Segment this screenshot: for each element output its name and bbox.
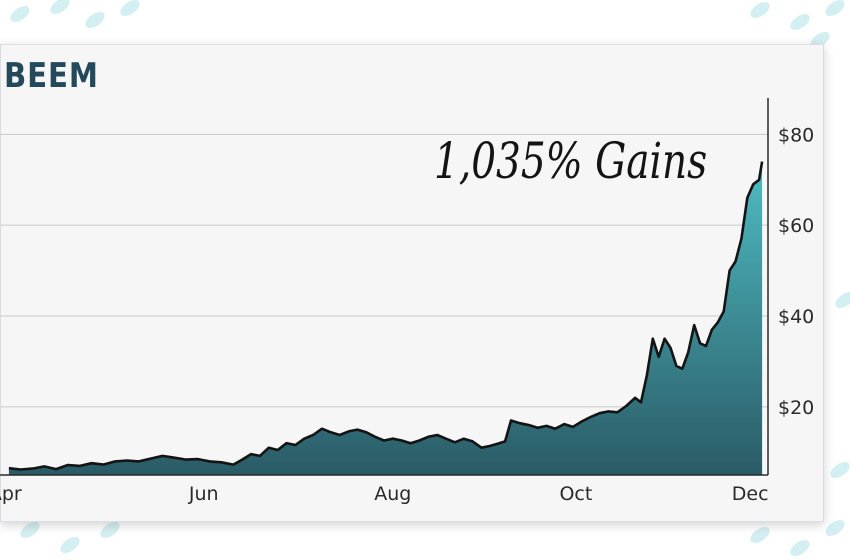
y-tick-label: $80 (778, 124, 814, 146)
pattern-leaf (810, 32, 830, 48)
pattern-leaf (830, 462, 850, 478)
pattern-leaf (790, 14, 810, 30)
x-tick-label: Jun (188, 483, 219, 505)
pattern-leaf (825, 0, 845, 16)
x-tick-label: Aug (374, 483, 411, 505)
pattern-leaf (50, 0, 70, 14)
pattern-leaf (60, 537, 80, 553)
y-tick-label: $40 (778, 306, 814, 328)
pattern-leaf (790, 540, 810, 556)
price-area (8, 161, 763, 475)
y-tick-label: $60 (778, 215, 814, 237)
x-tick-label: Apr (0, 483, 22, 505)
gains-annotation: 1,035% Gains (434, 132, 708, 190)
pattern-leaf (100, 522, 120, 538)
pattern-leaf (20, 522, 40, 538)
pattern-leaf (825, 520, 845, 536)
x-tick-label: Dec (732, 483, 769, 505)
pattern-leaf (750, 527, 770, 543)
pattern-leaf (120, 0, 140, 16)
price-line (8, 161, 764, 471)
x-tick-label: Oct (559, 483, 592, 505)
pattern-leaf (85, 12, 105, 28)
pattern-leaf (750, 2, 770, 18)
chart-title: BEEM (4, 56, 99, 96)
y-tick-label: $20 (778, 397, 814, 419)
pattern-leaf (10, 6, 30, 22)
